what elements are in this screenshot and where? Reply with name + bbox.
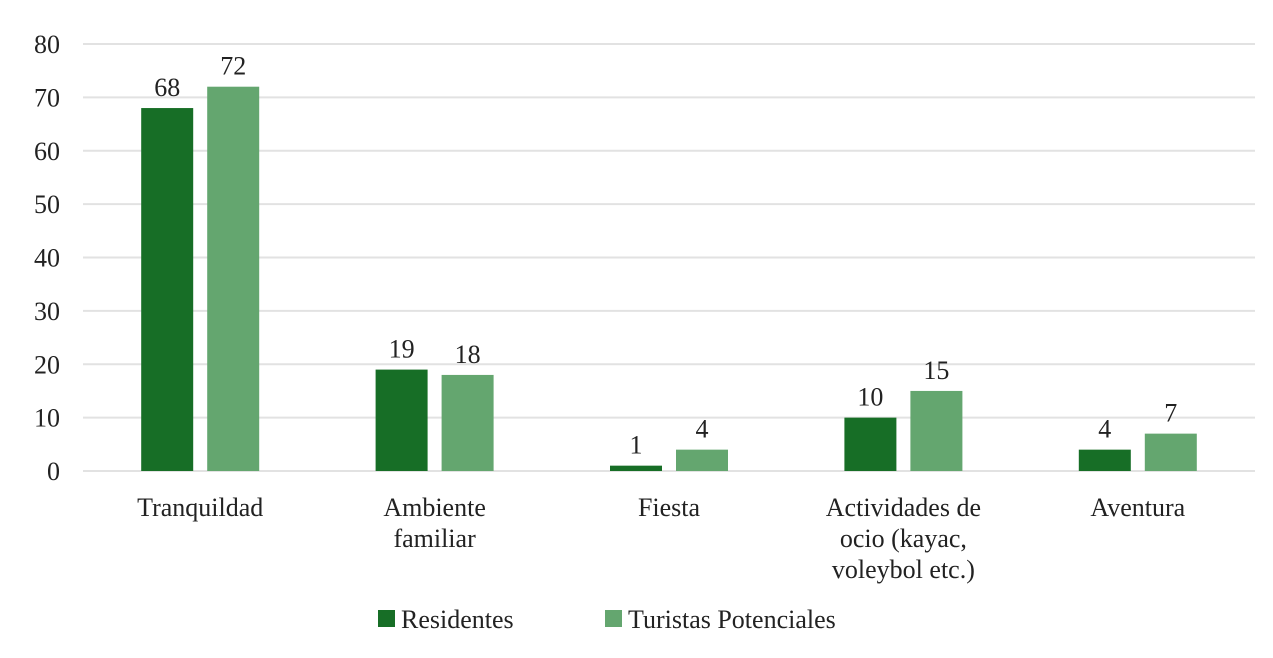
- y-tick-label: 30: [34, 297, 60, 326]
- data-label: 10: [857, 383, 883, 412]
- data-label: 18: [455, 340, 481, 369]
- data-label: 1: [630, 431, 643, 460]
- gridlines: [83, 43, 1255, 472]
- data-label: 15: [923, 356, 949, 385]
- data-label: 72: [220, 52, 246, 81]
- bar-residentes: [1078, 449, 1131, 471]
- legend-label: Residentes: [401, 605, 514, 634]
- bar-residentes: [141, 108, 194, 472]
- x-tick-label: Fiesta: [638, 493, 701, 522]
- data-label: 4: [1098, 415, 1111, 444]
- x-tick-label: familiar: [393, 524, 476, 553]
- x-tick-label: Actividades de: [826, 493, 981, 522]
- bars: [141, 86, 1197, 472]
- bar-turistas-potenciales: [910, 390, 963, 471]
- x-tick-label: Tranquildad: [137, 493, 263, 522]
- legend-swatch: [605, 610, 622, 627]
- y-tick-label: 50: [34, 190, 60, 219]
- bar-turistas-potenciales: [1144, 433, 1197, 471]
- x-tick-label: ocio (kayac,: [840, 524, 967, 553]
- legend-label: Turistas Potenciales: [628, 605, 836, 634]
- bar-residentes: [610, 465, 662, 471]
- bar-turistas-potenciales: [441, 374, 494, 471]
- data-label: 7: [1164, 399, 1177, 428]
- bar-residentes: [844, 417, 897, 471]
- data-label: 4: [696, 415, 709, 444]
- x-tick-label: Aventura: [1090, 493, 1185, 522]
- y-tick-label: 10: [34, 404, 60, 433]
- bar-residentes: [375, 369, 428, 471]
- y-axis-ticks: 0 10 20 30 40 50 60 70 80: [34, 30, 60, 486]
- y-tick-label: 40: [34, 244, 60, 273]
- x-tick-label: voleybol etc.): [832, 555, 975, 584]
- legend: Residentes Turistas Potenciales: [378, 605, 836, 634]
- data-label: 68: [154, 73, 180, 102]
- y-tick-label: 60: [34, 137, 60, 166]
- y-tick-label: 20: [34, 350, 60, 379]
- x-tick-label: Ambiente: [383, 493, 486, 522]
- y-tick-label: 70: [34, 83, 60, 112]
- y-tick-label: 80: [34, 30, 60, 59]
- legend-swatch: [378, 610, 395, 627]
- y-tick-label: 0: [47, 457, 60, 486]
- data-label: 19: [389, 335, 415, 364]
- bar-turistas-potenciales: [207, 86, 260, 471]
- bar-turistas-potenciales: [676, 449, 728, 471]
